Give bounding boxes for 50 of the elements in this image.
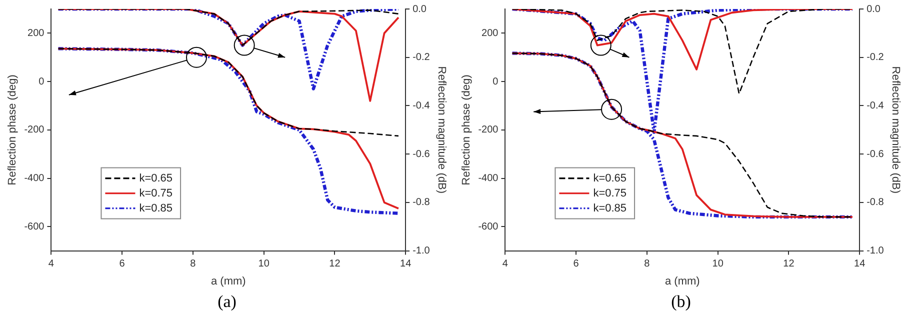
y-tick-label: 0 (38, 76, 45, 88)
y-tick-label: -200 (24, 124, 45, 136)
y2-tick-label: -1.0 (866, 246, 884, 257)
y2-tick-label: -0.2 (412, 52, 430, 64)
y2-tick-label: 0.0 (866, 4, 881, 15)
x-axis-title: a (mm) (210, 275, 246, 288)
y2-tick-label: 0.0 (412, 4, 427, 15)
x-tick-label: 10 (258, 258, 270, 270)
y2-axis-title: Reflection magnitude (dB) (889, 66, 902, 194)
y2-axis-title: Reflection magnitude (dB) (435, 66, 448, 194)
x-tick-label: 8 (644, 258, 650, 270)
x-tick-label: 10 (712, 258, 724, 270)
y-tick-label: 0 (492, 76, 499, 88)
text: (a) (216, 292, 238, 312)
legend-label: k=0.75 (139, 187, 173, 200)
x-tick-label: 8 (190, 258, 196, 270)
x-tick-label: 12 (783, 258, 795, 270)
text: (b) (670, 292, 692, 312)
y2-tick-label: -0.2 (866, 52, 884, 64)
legend-label: k=0.75 (593, 187, 627, 200)
y-tick-label: -400 (478, 173, 499, 184)
legend-label: k=0.85 (593, 202, 627, 214)
y-tick-label: -600 (24, 221, 45, 232)
y-tick-label: 200 (28, 28, 45, 39)
y2-tick-label: -0.4 (866, 100, 884, 112)
y-tick-label: 200 (482, 28, 499, 39)
y-axis-title: Reflection phase (deg) (6, 74, 19, 186)
y-tick-label: -400 (24, 173, 45, 184)
x-tick-label: 14 (854, 258, 866, 270)
x-tick-label: 14 (400, 258, 412, 270)
x-tick-label: 6 (573, 258, 580, 270)
y2-tick-label: -0.4 (412, 100, 430, 112)
x-tick-label: 4 (48, 258, 54, 270)
y-axis-title: Reflection phase (deg) (460, 74, 473, 186)
y2-tick-label: -0.8 (412, 197, 430, 208)
line-series (58, 48, 400, 137)
y2-tick-label: -0.6 (866, 148, 884, 160)
x-tick-label: 6 (119, 258, 126, 270)
x-tick-label: 4 (502, 258, 508, 270)
legend-label: k=0.65 (593, 172, 627, 184)
y2-tick-label: -0.6 (412, 148, 430, 160)
y2-tick-label: -1.0 (412, 246, 430, 257)
x-axis-title: a (mm) (664, 275, 700, 288)
legend-label: k=0.65 (139, 172, 173, 184)
legend-label: k=0.85 (139, 202, 173, 214)
line-series (510, 9, 854, 134)
y-tick-label: -600 (478, 221, 499, 232)
y2-tick-label: -0.8 (866, 197, 884, 208)
y-tick-label: -200 (478, 124, 499, 136)
x-tick-label: 12 (329, 258, 341, 270)
